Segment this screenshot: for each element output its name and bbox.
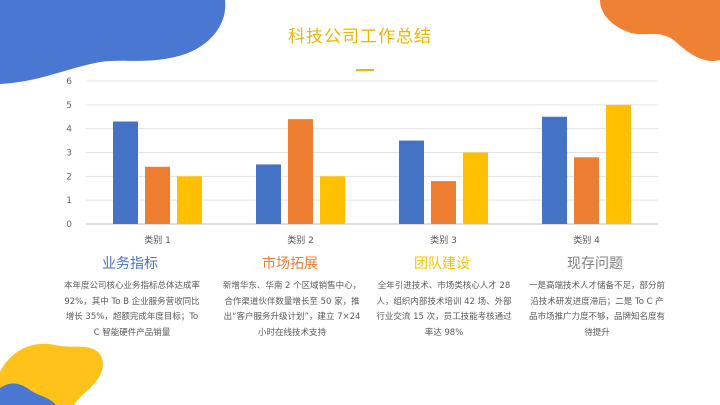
bar-blue [399,140,424,224]
blue-blob-bottom-left [0,383,56,405]
section-text-team: 全年引进技术、市场类核心人才 28 人，组织内部技术培训 42 场、外部行业交流… [376,281,512,338]
blue-blob-top-left [0,0,226,84]
bar-orange [574,157,599,224]
title-underline [356,69,374,71]
y-tick-label: 3 [66,149,72,159]
x-category-label: 类别 1 [144,234,171,246]
section-title-issues: 现存问题 [567,256,623,272]
section-title-market: 市场拓展 [262,256,318,272]
bar-orange [145,166,170,224]
section-title-team: 团队建设 [414,256,470,272]
x-category-label: 类别 3 [430,234,457,246]
y-tick-label: 5 [66,101,72,111]
y-axis-ticks: 0 1 2 3 4 5 6 [66,77,72,230]
y-tick-label: 4 [66,125,72,135]
bar-yellow [320,176,345,224]
bar-blue [113,121,138,224]
y-tick-label: 1 [66,196,72,206]
chart-grid [86,80,658,225]
y-tick-label: 0 [66,220,72,230]
bar-blue [256,164,281,224]
bar-yellow [177,176,202,224]
y-tick-label: 2 [66,172,72,182]
x-category-label: 类别 2 [287,234,314,246]
bar-orange [431,181,456,224]
section-text-issues: 一是高端技术人才储备不足，部分前沿技术研发进度滞后；二是 To C 产品市场推广… [528,281,665,338]
section-text-business: 本年度公司核心业务指标总体达成率 92%，其中 To B 企业服务营收同比增长 … [63,281,200,338]
bar-series [113,104,631,224]
x-category-label: 类别 4 [573,234,600,246]
bar-blue [542,116,567,224]
bar-yellow [463,152,488,224]
bar-yellow [606,104,631,224]
page-title: 科技公司工作总结 [288,27,432,47]
y-tick-label: 6 [66,77,72,87]
x-axis-categories: 类别 1 类别 2 类别 3 类别 4 [144,234,600,246]
section-text-market: 新增华东、华南 2 个区域销售中心，合作渠道伙伴数量增长至 50 家，推出“客户… [222,281,362,338]
section-title-business: 业务指标 [102,256,158,272]
orange-blob-top-right [600,0,720,61]
bar-orange [288,119,313,224]
